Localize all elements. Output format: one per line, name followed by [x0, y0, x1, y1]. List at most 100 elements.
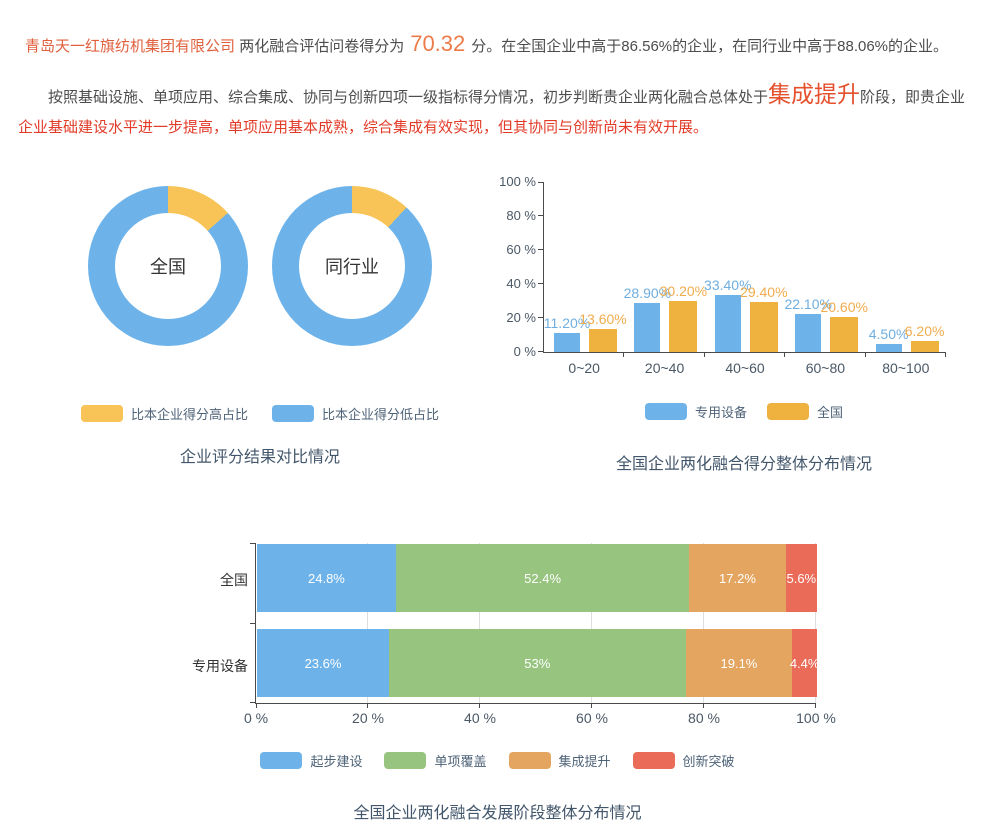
x-axis-tick: [623, 352, 625, 357]
segment-value-label: 19.1%: [720, 655, 758, 671]
bar-value-label: 22.10%: [784, 296, 832, 313]
bar-全国-80~100: [910, 341, 939, 352]
bar-value-label: 29.40%: [740, 284, 788, 301]
legend-swatch: [508, 752, 551, 769]
assessment-paragraph: 按照基础设施、单项应用、综合集成、协同与创新四项一级指标得分情况，初步判断贵企业…: [18, 79, 980, 143]
x-axis-tick: [784, 352, 786, 357]
gridline: [367, 543, 368, 703]
intro-paragraph: 青岛天一红旗纺机集团有限公司 两化融合评估问卷得分为 70.32 分。在全国企业中高…: [25, 31, 980, 60]
legend-label: 起步建设: [310, 754, 363, 769]
score-suffix: 分。在全国企业中高于86.56%的企业，在同行业中高于88.06%的企业。: [471, 38, 949, 55]
stacked-row-专用设备: 23.6% 53% 19.1% 4.4%: [257, 629, 820, 697]
segment-起步建设-全国: 24.8%: [257, 544, 396, 612]
x-axis-label: 60~80: [805, 360, 846, 376]
bar-value-label: 11.20%: [543, 314, 591, 331]
y-axis-tick: [250, 702, 255, 703]
legend-label: 全国: [817, 405, 844, 420]
x-axis-label: 20 %: [352, 710, 384, 726]
segment-value-label: 24.8%: [308, 570, 345, 586]
x-axis-tick: [945, 352, 946, 357]
y-axis-tick: [538, 351, 543, 352]
bar-全国-20~40: [669, 300, 698, 352]
legend-swatch: [260, 752, 303, 769]
legend-item-单项覆盖[interactable]: 单项覆盖: [384, 751, 487, 770]
assessment-score: 70.32: [410, 31, 466, 56]
segment-value-label: 53%: [524, 655, 551, 671]
segment-创新突破-全国: 5.6%: [785, 544, 817, 612]
stacked-row-全国: 24.8% 52.4% 17.2% 5.6%: [257, 544, 817, 612]
gridline: [815, 543, 816, 703]
y-axis-tick: [538, 215, 543, 216]
chart-title: 企业评分结果对比情况: [179, 449, 340, 466]
gridline: [703, 543, 704, 703]
segment-集成提升-全国: 17.2%: [689, 544, 786, 612]
legend-item-全国[interactable]: 全国: [767, 402, 843, 421]
assessment-text-1: 按照基础设施、单项应用、综合集成、协同与创新四项一级指标得分情况，初步判断贵企业…: [48, 89, 769, 106]
y-axis-tick: [250, 623, 255, 624]
segment-value-label: 52.4%: [524, 570, 562, 586]
legend-swatch: [384, 752, 427, 769]
legend-label: 单项覆盖: [434, 754, 487, 769]
legend-swatch: [272, 405, 314, 422]
x-axis-label: 0 %: [243, 710, 269, 726]
bar-value-label: 4.50%: [868, 326, 909, 343]
bar-全国-60~80: [830, 316, 859, 352]
legend-label: 比本企业得分低占比: [322, 407, 440, 422]
legend-item-集成提升[interactable]: 集成提升: [508, 751, 611, 770]
stage-name: 集成提升: [768, 81, 861, 107]
y-axis-label: 40 %: [506, 276, 536, 291]
category-label-全国: 全国: [220, 572, 248, 588]
y-axis-label: 100 %: [499, 174, 536, 189]
gridline: [479, 543, 480, 703]
legend-item-比本企业得分高占比[interactable]: 比本企业得分高占比: [80, 404, 248, 423]
legend-item-专用设备[interactable]: 专用设备: [644, 402, 747, 421]
bar-value-label: 33.40%: [704, 277, 752, 294]
x-axis-tick: [864, 352, 866, 357]
legend-swatch: [632, 752, 675, 769]
x-axis-tick: [256, 703, 257, 708]
bar-专用设备-20~40: [634, 302, 661, 352]
y-axis-label: 0 %: [513, 344, 536, 359]
x-axis-label: 20~40: [644, 360, 685, 376]
x-axis-label: 80 %: [688, 710, 720, 726]
bar-value-label: 13.60%: [579, 310, 627, 327]
legend-swatch: [767, 403, 809, 420]
x-axis-tick: [703, 352, 705, 357]
score-prefix: 两化融合评估问卷得分为: [239, 38, 405, 55]
segment-单项覆盖-全国: 52.4%: [395, 544, 690, 612]
y-axis-tick: [250, 543, 255, 544]
x-axis-label: 0~20: [568, 360, 600, 376]
segment-value-label: 4.4%: [789, 655, 820, 671]
bar-legend: 专用设备 全国: [543, 402, 945, 421]
donut-全国: 全国: [88, 186, 248, 346]
donut-center-label: 同行业: [325, 257, 379, 277]
legend-item-起步建设[interactable]: 起步建设: [260, 751, 362, 770]
legend-item-比本企业得分低占比[interactable]: 比本企业得分低占比: [272, 404, 439, 423]
legend-item-创新突破[interactable]: 创新突破: [632, 751, 735, 770]
stage-distribution-chart: 0 % 20 % 40 % 60 % 80 % 100 % 全国 24.8% 52.4% 17.2…: [0, 543, 995, 829]
x-axis-tick: [591, 703, 592, 708]
x-axis-label: 60 %: [576, 710, 608, 726]
x-axis-tick: [815, 703, 816, 708]
x-axis-tick: [479, 703, 480, 708]
legend-label: 专用设备: [694, 405, 747, 420]
donut-center-label: 全国: [150, 257, 186, 277]
chart-title: 全国企业两化融合得分整体分布情况: [615, 456, 872, 473]
y-axis-label: 60 %: [506, 242, 536, 257]
y-axis-tick: [538, 283, 543, 284]
assessment-text-2: 阶段，即贵企业: [860, 89, 966, 106]
company-name: 青岛天一红旗纺机集团有限公司: [25, 38, 236, 55]
bar-value-label: 6.20%: [904, 323, 945, 340]
segment-创新突破-专用设备: 4.4%: [789, 629, 820, 697]
donut-同行业: 同行业: [272, 186, 432, 346]
y-axis-tick: [538, 249, 543, 250]
bar-plot-area: 0 % 20 % 40 % 60 % 80 % 100 % 11.20% 13.60% 0~20…: [499, 174, 946, 376]
legend-swatch: [644, 403, 687, 420]
y-axis-label: 20 %: [506, 310, 536, 325]
bar-专用设备-0~20: [554, 332, 580, 352]
segment-集成提升-专用设备: 19.1%: [685, 629, 793, 697]
legend-label: 比本企业得分高占比: [130, 407, 248, 422]
bar-value-label: 30.20%: [659, 282, 708, 299]
segment-起步建设-专用设备: 23.6%: [257, 629, 390, 697]
gridline: [591, 543, 592, 703]
